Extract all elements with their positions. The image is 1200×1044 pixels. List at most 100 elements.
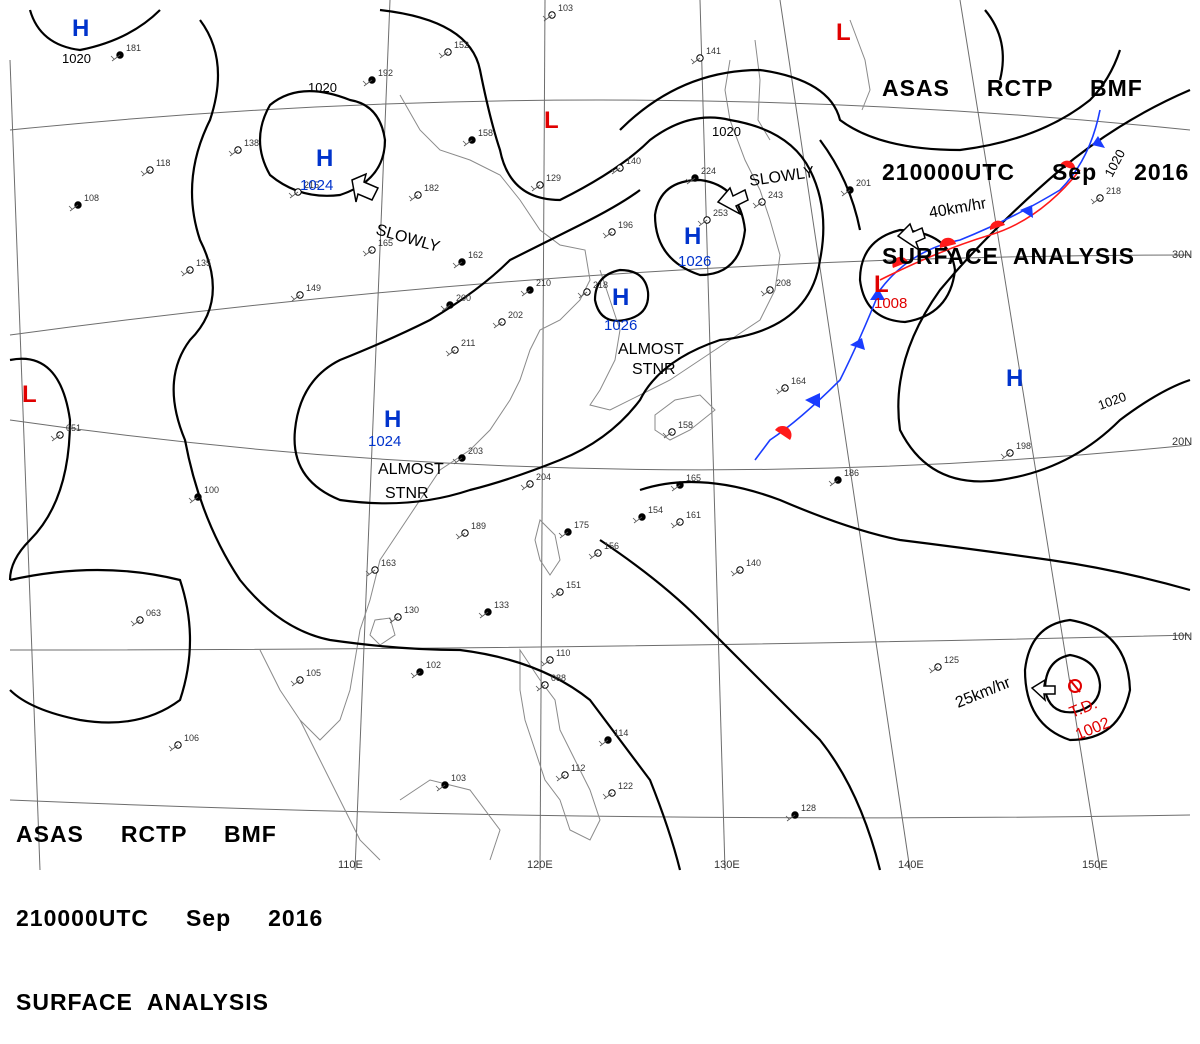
isobar-1020-high-1026 [653,178,747,277]
grid-label: 150E [1082,859,1108,871]
movement-arrows [351,172,1056,703]
station-pressure: 215 [304,180,319,190]
isobar-label: 1020 [308,80,337,95]
wind-barb-icon [662,431,673,439]
coast-indochina [259,649,381,861]
stnr-label-2: ALMOST [378,461,444,478]
station-pressure: 164 [791,376,806,386]
station-pressure: 156 [604,541,619,551]
station-pressure: 106 [184,733,199,743]
wind-barb-icon [440,304,451,312]
wind-barb-icon [542,14,553,22]
station-pressure: 182 [424,183,439,193]
warm-front-semicircle [775,425,792,440]
wind-barb-icon [535,684,546,692]
coast-borneo [399,779,501,861]
isobar-1020-outer [172,19,682,871]
isobar-label: 1020 [712,124,741,139]
meridian-100e [9,59,41,871]
stnr-label-1: ALMOST [618,341,684,358]
wind-barb-icon [168,744,179,752]
wind-barb-icon [452,457,463,465]
low-center-symbol: L [836,19,851,46]
station-pressure: 224 [701,166,716,176]
move-arrow-icon [1030,678,1056,703]
coast-philippines [519,648,601,841]
wind-barb-icon [408,194,419,202]
parallel-10n [9,634,1191,651]
wind-barb-icon [130,619,141,627]
high-center-symbol: H [72,15,89,42]
move-arrow-icon [351,172,380,203]
wind-barb-icon [180,269,191,277]
coastlines [259,19,871,861]
station-pressure: 088 [551,673,566,683]
warm-front-semicircle [989,220,1005,230]
coast-taiwan [534,519,561,576]
cold-front-triangle [1020,205,1033,218]
isobar-1020-main [293,8,825,505]
low-center-symbol: L [874,271,889,298]
isobar-1008-ring [858,228,957,324]
isobar-1020-sw [9,568,192,724]
header-line-1: ASAS RCTP BMF [882,75,1143,101]
grid-labels: 30N 20N 10N 110E 120E 130E 140E 150E [338,249,1192,871]
high-center-symbol: H [316,145,333,172]
wind-barb-icon [478,611,489,619]
station-pressure: 202 [508,310,523,320]
chart-header: ASAS RCTP BMF 210000UTC Sep 2016 SURFACE… [882,18,1189,298]
station-pressure: 130 [404,605,419,615]
wind-barb-icon [290,294,301,302]
isobar-1026-small [593,268,650,322]
surface-analysis-map: 181 152 182 192 138 118 108 215 165 162 135 149 200 2… [8,0,1192,871]
station-pressure: 211 [461,338,475,348]
wind-barb-icon [828,479,839,487]
cold-front-triangle [805,393,820,408]
header-line-3: SURFACE ANALYSIS [882,243,1136,269]
wind-barb-icon [68,204,79,212]
high-center-value: 1024 [300,177,333,194]
wind-barb-icon [775,387,786,395]
wind-barb-icon [438,51,449,59]
stnr-label-2b: STNR [385,485,429,502]
isobar-1020-south [639,480,1191,592]
movement-label: 25km/hr [953,674,1014,712]
coast-korea [589,269,641,411]
station-pressure: 129 [546,173,561,183]
wind-barb-icon [188,496,199,504]
station-pressure: 114 [614,728,628,738]
station-pressure: 100 [204,485,219,495]
high-center-symbol: H [612,284,629,311]
isobar-1020-west [8,357,72,581]
warm-front-semicircle [1060,160,1076,170]
wind-barb-icon [752,201,763,209]
station-pressure: 151 [566,580,581,590]
isobar-1020-nw-high [28,9,161,52]
station-pressure: 105 [306,668,321,678]
station-pressure: 108 [84,193,99,203]
move-arrow-icon [896,222,926,252]
low-center-value: 1008 [874,295,907,312]
station-pressure: 125 [944,655,959,665]
meridian-130e [699,0,726,871]
wind-barb-icon [697,219,708,227]
wind-barb-icon [445,349,456,357]
station-pressure: 165 [378,238,393,248]
warm-front-semicircle [939,237,956,248]
station-pressure: 186 [844,468,859,478]
station-pressure: 158 [678,420,693,430]
station-pressure: 218 [1106,186,1121,196]
cold-front-triangle [850,338,865,350]
coast-sakhalin [754,39,771,141]
station-pressure: 118 [156,158,170,168]
wind-barb-icon [520,289,531,297]
warm-front-semicircle [892,256,908,268]
station-pressure: 165 [686,473,701,483]
wind-barb-icon [362,79,373,87]
wind-barb-icon [670,484,681,492]
low-center-symbol: L [22,381,37,408]
station-pressure: 103 [451,773,466,783]
wind-barb-icon [455,532,466,540]
header-line-2: 210000UTC Sep 2016 [882,159,1190,185]
wind-barb-icon [588,552,599,560]
